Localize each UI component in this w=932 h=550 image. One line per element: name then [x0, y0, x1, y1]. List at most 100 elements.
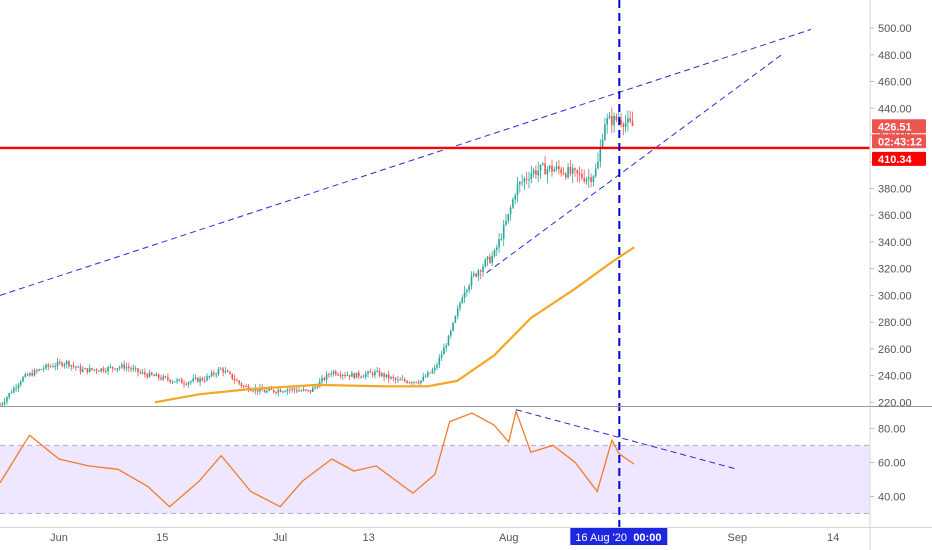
- last-price-badge: 426.51: [872, 119, 926, 134]
- candle-body: [422, 376, 424, 381]
- candle-body: [95, 369, 98, 371]
- rsi-tick-label: 60.00: [878, 457, 906, 469]
- price-tick-label: 280.00: [878, 317, 912, 329]
- candle-body: [185, 384, 188, 386]
- candle-body: [528, 179, 530, 181]
- rsi-tick-label: 40.00: [878, 491, 906, 503]
- candle-body: [215, 374, 217, 376]
- candle-body: [470, 275, 473, 286]
- candle-body: [307, 389, 309, 391]
- candle-body: [293, 388, 296, 390]
- countdown-badge-text: 02:43:12: [878, 136, 922, 148]
- candle-body: [109, 366, 112, 368]
- candle-body: [229, 372, 231, 374]
- candle-body: [286, 389, 289, 392]
- candle-body: [532, 170, 535, 174]
- candle-body: [245, 386, 247, 388]
- candle-body: [121, 364, 123, 368]
- candle-body: [289, 389, 291, 391]
- event-date-text: 16 Aug '20: [575, 532, 627, 544]
- time-tick-label: Jun: [50, 532, 68, 544]
- candle-body: [548, 165, 551, 169]
- candle-body: [36, 370, 38, 372]
- price-tick-label: 360.00: [878, 210, 912, 222]
- candle-body: [459, 303, 461, 309]
- price-tick-label: 300.00: [878, 290, 912, 302]
- candle-body: [367, 371, 369, 374]
- candle-body: [295, 389, 298, 392]
- candle-body: [346, 374, 349, 376]
- candle-body: [516, 184, 519, 196]
- candle-body: [305, 389, 307, 391]
- candle-body: [72, 365, 75, 367]
- candle-body: [298, 390, 300, 392]
- candle-body: [328, 374, 330, 376]
- candle-body: [339, 374, 342, 376]
- candle-body: [59, 361, 61, 363]
- channel-trend-line-1: [0, 28, 812, 296]
- candle-body: [567, 167, 569, 178]
- countdown-badge: 02:43:12: [872, 134, 926, 149]
- candle-body: [509, 207, 512, 214]
- candle-body: [622, 124, 625, 127]
- candle-body: [137, 368, 139, 373]
- candle-body: [397, 379, 399, 381]
- price-tick-label: 440.00: [878, 103, 912, 115]
- price-pane: [0, 28, 870, 408]
- candle-body: [415, 381, 418, 383]
- candle-body: [613, 116, 615, 126]
- candle-body: [243, 385, 245, 387]
- candle-body: [560, 169, 562, 174]
- candle-body: [201, 378, 204, 381]
- candle-body: [88, 367, 91, 373]
- candle-body: [102, 368, 105, 371]
- candle-body: [192, 378, 194, 382]
- rsi-axis: 80.00 60.00 40.00: [870, 423, 906, 503]
- candle-body: [463, 291, 466, 298]
- candle-body: [477, 270, 480, 277]
- candle-body: [164, 376, 167, 378]
- candle-body: [525, 178, 528, 180]
- candle-body: [123, 364, 125, 369]
- candle-body: [502, 224, 505, 239]
- candle-body: [482, 266, 484, 272]
- candle-body: [52, 366, 54, 368]
- candle-body: [316, 386, 319, 388]
- candle-body: [590, 177, 592, 183]
- candle-body: [387, 374, 390, 379]
- candle-body: [410, 382, 413, 384]
- event-time-text: 00:00: [633, 532, 661, 544]
- candle-body: [268, 388, 270, 391]
- candle-body: [3, 401, 6, 404]
- time-tick-label: 13: [363, 532, 375, 544]
- candle-body: [233, 379, 236, 381]
- moving-average-line: [154, 246, 635, 404]
- candle-body: [197, 377, 199, 383]
- candle-body: [631, 121, 634, 127]
- candle-body: [155, 374, 158, 377]
- time-tick-label: Sep: [727, 532, 747, 544]
- candle-body: [323, 377, 326, 380]
- candle-body: [8, 393, 10, 398]
- candle-body: [452, 322, 454, 331]
- candle-body: [514, 195, 516, 200]
- candle-body: [417, 382, 420, 384]
- candle-body: [49, 366, 52, 368]
- candle-body: [546, 168, 549, 175]
- candle-body: [169, 379, 171, 382]
- candle-body: [178, 379, 181, 381]
- support-badge-text: 410.34: [878, 154, 913, 166]
- candle-body: [604, 124, 606, 140]
- candle-body: [63, 364, 66, 366]
- price-tick-label: 460.00: [878, 77, 912, 89]
- candle-body: [249, 390, 252, 392]
- candle-body: [383, 373, 385, 378]
- candle-body: [601, 139, 604, 148]
- candle-body: [314, 386, 316, 388]
- candle-body: [588, 177, 590, 179]
- candle-body: [390, 376, 392, 379]
- candle-body: [466, 290, 468, 292]
- candle-body: [29, 373, 31, 376]
- candle-body: [385, 374, 388, 378]
